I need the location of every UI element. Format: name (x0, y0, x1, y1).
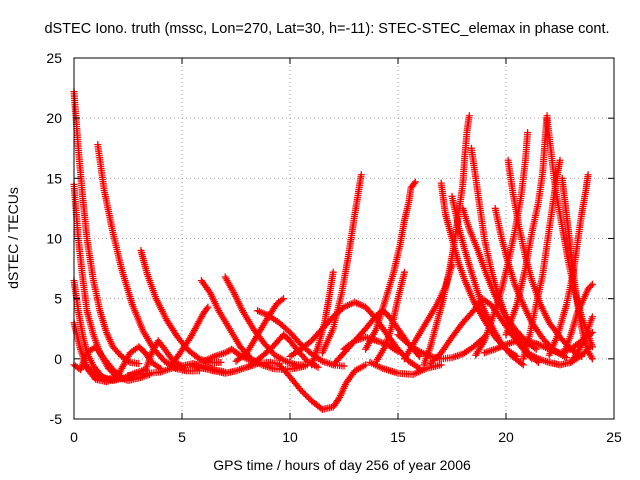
series-arc (558, 174, 596, 363)
data-point (357, 171, 365, 179)
data-point (528, 355, 536, 363)
data-point (429, 357, 437, 365)
data-point (426, 360, 434, 368)
data-point (588, 355, 596, 363)
x-tick-label: 20 (498, 429, 514, 445)
data-point (513, 352, 521, 360)
x-tick-label: 25 (606, 429, 622, 445)
data-point (527, 353, 535, 361)
series-arc (426, 295, 536, 368)
data-point (340, 362, 348, 370)
series-arc (70, 180, 154, 384)
data-point (519, 361, 527, 369)
series-arc (221, 273, 311, 369)
x-tick-label: 15 (390, 429, 406, 445)
x-tick-label: 0 (70, 429, 78, 445)
chart-title: dSTEC Iono. truth (mssc, Lon=270, Lat=30… (44, 21, 609, 37)
data-point (428, 358, 436, 366)
data-point (203, 305, 211, 313)
series-arc (167, 303, 212, 369)
data-point (329, 268, 337, 276)
series-arc (567, 313, 596, 366)
series-arc (372, 268, 408, 365)
data-point (434, 352, 442, 360)
series-arc (480, 328, 596, 357)
data-points (70, 88, 596, 413)
data-point (394, 348, 402, 356)
y-tick-label: 10 (46, 231, 62, 247)
y-tick-label: 15 (46, 170, 62, 186)
series-arc (137, 247, 225, 366)
data-point (301, 391, 309, 399)
data-point (298, 388, 306, 396)
data-point (518, 360, 526, 368)
series-arc (362, 178, 419, 353)
y-tick-label: 0 (54, 351, 62, 367)
data-point (217, 358, 225, 366)
x-axis-label: GPS time / hours of day 256 of year 2006 (213, 457, 471, 473)
data-point (588, 313, 596, 321)
data-point (410, 179, 418, 187)
data-point (400, 268, 408, 276)
series-arc (545, 171, 592, 359)
y-tick-label: 25 (46, 50, 62, 66)
data-point (587, 282, 595, 290)
data-point (411, 178, 419, 186)
data-point (433, 353, 441, 361)
x-tick-label: 5 (178, 429, 186, 445)
series-arc (560, 280, 596, 357)
y-tick-label: -5 (50, 411, 63, 427)
y-tick-label: 5 (54, 291, 62, 307)
data-point (297, 386, 305, 394)
data-point (584, 171, 592, 179)
data-point (562, 354, 570, 362)
data-point (437, 361, 445, 369)
series-arc (232, 295, 288, 365)
data-point (280, 295, 288, 303)
data-point (524, 129, 532, 137)
series-arc (81, 343, 164, 383)
axis-ticks: 0 5 10 15 20 25 -5 0 5 10 15 20 25 (46, 50, 622, 445)
data-point (362, 361, 370, 369)
y-axis-label: dSTEC / TECUs (5, 187, 21, 289)
data-point (135, 360, 143, 368)
data-point (314, 363, 322, 371)
data-point (556, 156, 564, 164)
x-tick-label: 10 (282, 429, 298, 445)
data-point (588, 280, 596, 288)
data-point (178, 362, 186, 370)
series-arc (366, 358, 445, 378)
data-point (303, 392, 311, 400)
data-point (587, 330, 595, 338)
series-arc (275, 361, 370, 413)
data-point (300, 389, 308, 397)
data-point (204, 303, 212, 311)
y-tick-label: 20 (46, 110, 62, 126)
series-arc (437, 179, 521, 360)
data-point (465, 112, 473, 120)
data-point (278, 296, 286, 304)
data-point (588, 328, 596, 336)
data-point (431, 355, 439, 363)
series-arc (189, 358, 283, 377)
data-point (305, 394, 313, 402)
